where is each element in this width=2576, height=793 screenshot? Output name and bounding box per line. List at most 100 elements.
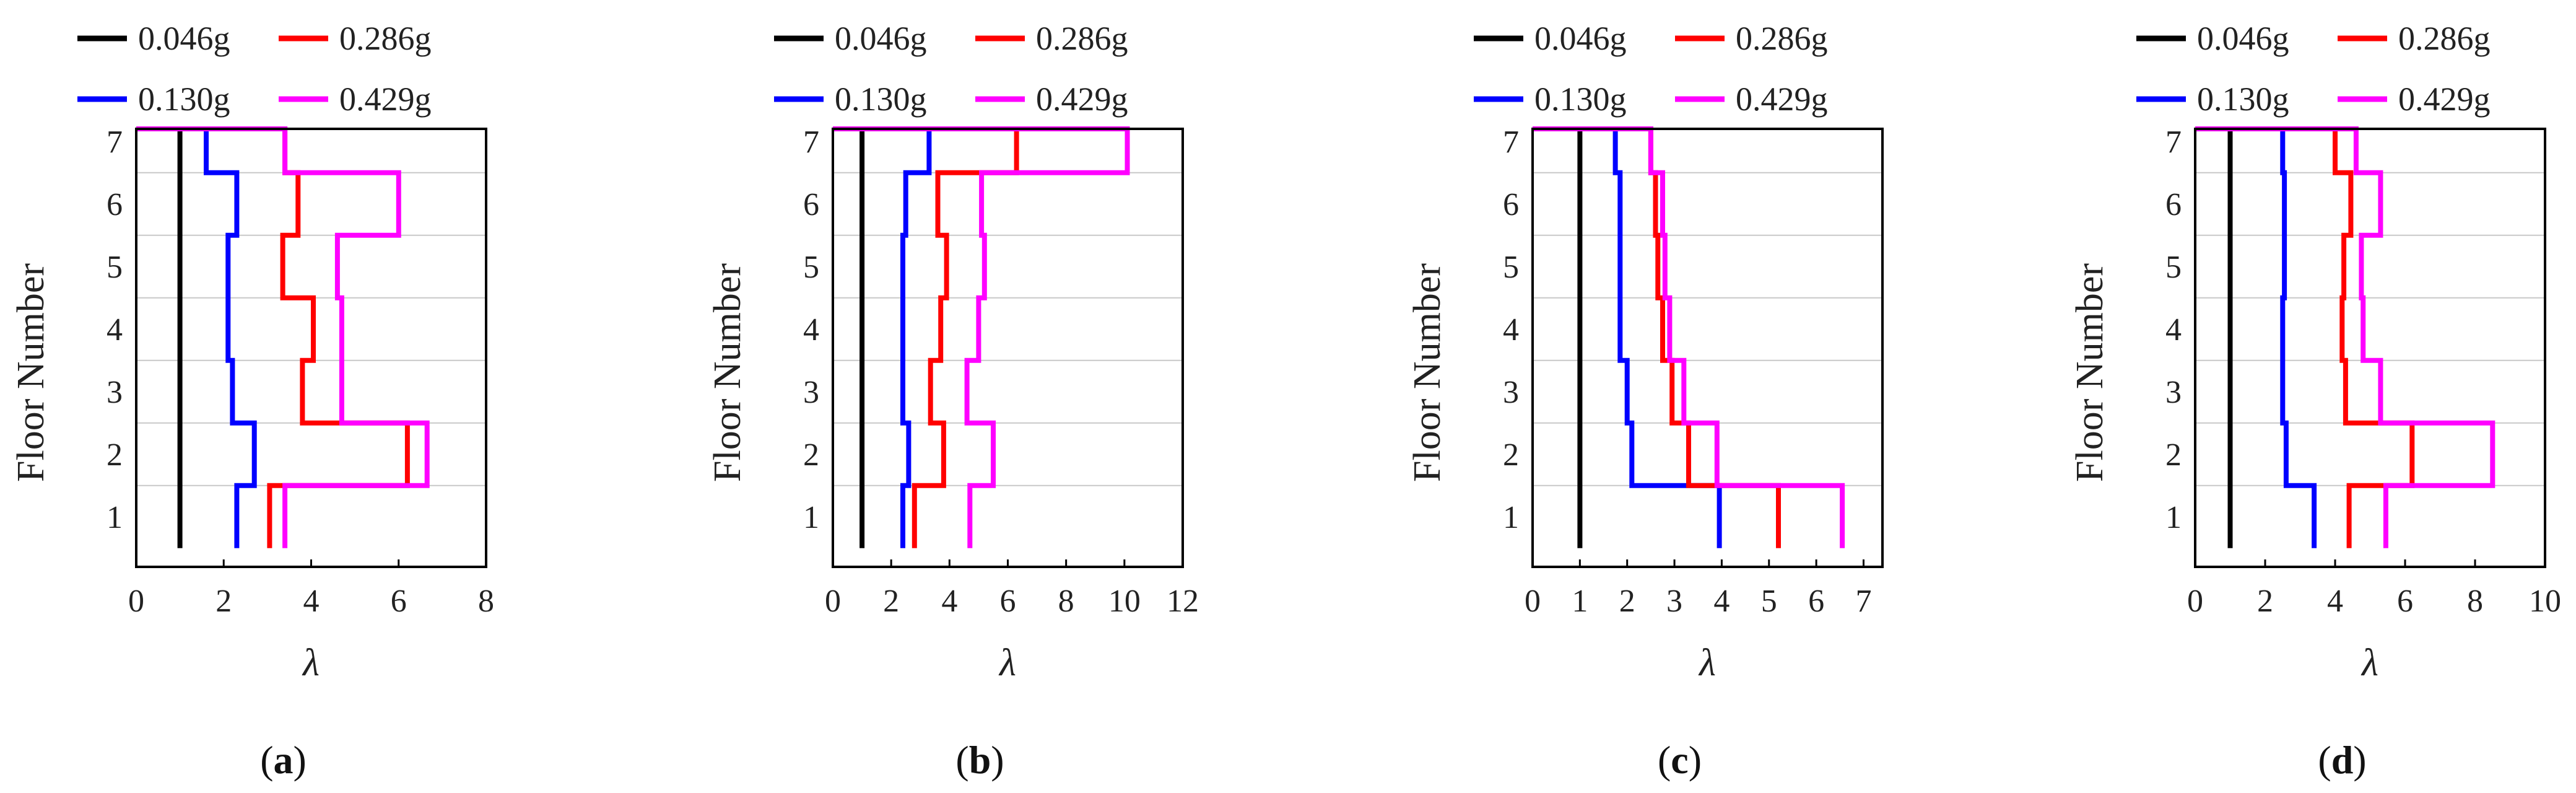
legend-label: 0.429g [339, 81, 432, 118]
legend-item-0.429g: 0.429g [2338, 81, 2491, 118]
x-tick-label: 10 [1108, 584, 1141, 619]
legend-label: 0.130g [138, 81, 230, 118]
x-tick-label: 4 [2327, 584, 2343, 619]
series-line-0.429g [833, 126, 1130, 548]
y-tick-label: 3 [803, 375, 819, 410]
y-tick-label: 4 [107, 312, 123, 348]
legend-item-0.286g: 0.286g [2338, 20, 2491, 57]
y-tick-label: 7 [1503, 125, 1519, 160]
y-tick-label: 6 [2165, 187, 2182, 222]
x-tick-label: 8 [1058, 584, 1074, 619]
y-axis-title: Floor Number [10, 263, 52, 482]
x-axis-title: λ [998, 642, 1016, 684]
y-axis: 1 2 3 4 5 6 7 [803, 125, 819, 535]
x-axis-title: λ [302, 642, 320, 684]
legend-item-0.046g: 0.046g [2136, 20, 2289, 57]
y-tick-label: 7 [803, 125, 819, 160]
legend-label: 0.286g [1036, 20, 1128, 57]
legend-label: 0.429g [1036, 81, 1128, 118]
x-tick-label: 10 [2529, 584, 2561, 619]
y-tick-label: 4 [1503, 312, 1519, 348]
x-tick-label: 0 [128, 584, 144, 619]
y-tick-label: 1 [2165, 500, 2182, 535]
legend-label: 0.046g [2197, 20, 2289, 57]
series-group [136, 126, 430, 548]
legend-label: 0.286g [339, 20, 432, 57]
y-tick-label: 5 [2165, 250, 2182, 285]
y-tick-label: 1 [107, 500, 123, 535]
x-tick-label: 7 [1855, 584, 1871, 619]
legend-item-0.130g: 0.130g [1474, 81, 1627, 118]
legend-item-0.429g: 0.429g [975, 81, 1128, 118]
series-line-0.130g [1533, 126, 1722, 548]
panel-caption: (d) [2318, 738, 2366, 782]
y-tick-label: 4 [2165, 312, 2182, 348]
series-line-0.130g [136, 126, 257, 548]
x-tick-label: 5 [1761, 584, 1777, 619]
series-line-0.429g [2195, 126, 2496, 548]
series-line-0.046g [1533, 126, 1583, 548]
panel-caption-letter: c [1671, 738, 1688, 782]
x-tick-label: 4 [1713, 584, 1730, 619]
y-tick-label: 5 [803, 250, 819, 285]
y-tick-label: 6 [107, 187, 123, 222]
series-line-0.130g [833, 126, 932, 548]
x-tick-label: 6 [1000, 584, 1016, 619]
plot-frame [2194, 128, 2546, 568]
x-tick-label: 4 [303, 584, 320, 619]
legend-label: 0.130g [1534, 81, 1627, 118]
y-axis: 1 2 3 4 5 6 7 [1503, 125, 1519, 535]
legend-label: 0.046g [138, 20, 230, 57]
x-tick-label: 1 [1572, 584, 1588, 619]
series-line-0.429g [136, 126, 430, 548]
y-tick-label: 4 [803, 312, 819, 348]
y-tick-label: 1 [803, 500, 819, 535]
legend-label: 0.046g [1534, 20, 1627, 57]
x-axis-title: λ [2361, 642, 2378, 684]
legend-item-0.429g: 0.429g [1675, 81, 1828, 118]
x-tick-label: 2 [883, 584, 899, 619]
series-line-0.429g [1533, 126, 1845, 548]
legend-item-0.286g: 0.286g [1675, 20, 1828, 57]
panel-caption: (c) [1658, 738, 1702, 782]
x-axis-title: λ [1698, 642, 1716, 684]
legend-label: 0.286g [1736, 20, 1828, 57]
legend-label: 0.130g [2197, 81, 2289, 118]
y-tick-label: 2 [1503, 437, 1519, 473]
panel-caption: (a) [260, 738, 307, 782]
y-tick-label: 2 [107, 437, 123, 473]
x-axis: 0 2 4 6 8 10 [2187, 559, 2561, 619]
y-tick-label: 2 [2165, 437, 2182, 473]
legend-item-0.130g: 0.130g [774, 81, 927, 118]
y-axis-title: Floor Number [2069, 263, 2111, 482]
y-axis: 1 2 3 4 5 6 7 [2165, 125, 2182, 535]
legend: 0.046g 0.286g 0.130g 0.429g [2136, 20, 2491, 118]
x-axis: 0 2 4 6 8 10 12 [825, 559, 1199, 619]
series-group [2195, 126, 2496, 548]
series-group [1533, 126, 1845, 548]
series-line-0.046g [833, 126, 865, 548]
series-group [833, 126, 1130, 548]
y-tick-label: 3 [1503, 375, 1519, 410]
panel-caption-letter: d [2331, 738, 2354, 782]
x-tick-label: 6 [2397, 584, 2413, 619]
plot-frame [1531, 128, 1884, 568]
legend-item-0.046g: 0.046g [774, 20, 927, 57]
y-tick-label: 5 [1503, 250, 1519, 285]
x-tick-label: 8 [478, 584, 494, 619]
legend-label: 0.429g [1736, 81, 1828, 118]
x-tick-label: 0 [1525, 584, 1541, 619]
legend-label: 0.429g [2398, 81, 2491, 118]
panel-caption-letter: a [274, 738, 294, 782]
legend-label: 0.286g [2398, 20, 2491, 57]
legend: 0.046g 0.286g 0.130g 0.429g [77, 20, 432, 118]
series-line-0.046g [136, 126, 183, 548]
x-tick-label: 8 [2467, 584, 2483, 619]
y-axis: 1 2 3 4 5 6 7 [107, 125, 123, 535]
y-tick-label: 2 [803, 437, 819, 473]
y-tick-label: 6 [803, 187, 819, 222]
legend: 0.046g 0.286g 0.130g 0.429g [774, 20, 1128, 118]
